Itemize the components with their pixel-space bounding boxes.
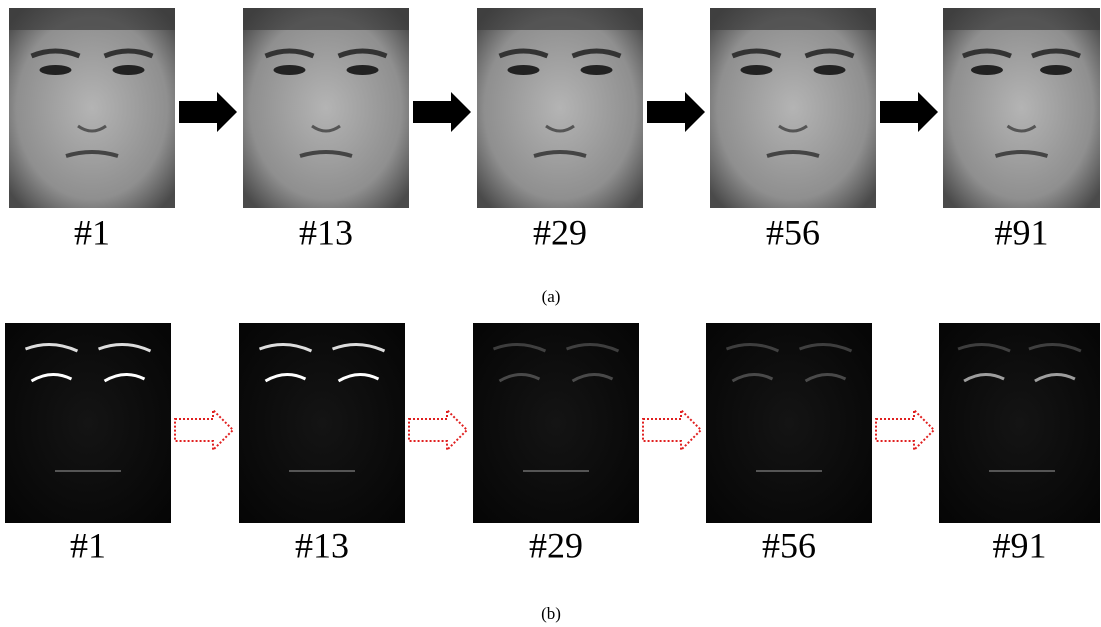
eye <box>971 65 1003 75</box>
hair <box>477 8 643 30</box>
hair <box>243 8 409 30</box>
face-image <box>710 8 876 208</box>
eye <box>507 65 539 75</box>
difference-image <box>939 323 1100 523</box>
frame-label: #56 <box>762 525 816 565</box>
hair <box>943 8 1100 30</box>
frame-label: #13 <box>299 212 353 252</box>
frame-label: #91 <box>995 212 1049 252</box>
frame-label: #1 <box>74 212 110 252</box>
face-image <box>943 8 1100 208</box>
image-bg <box>477 8 643 208</box>
image-bg <box>473 323 639 523</box>
eye <box>581 65 613 75</box>
arrow <box>175 410 233 450</box>
image-bg <box>710 8 876 208</box>
arrow <box>179 92 237 132</box>
difference-image <box>706 323 872 523</box>
arrow <box>647 92 705 132</box>
hair <box>9 8 175 30</box>
eye <box>347 65 379 75</box>
face-image <box>9 8 175 208</box>
arrow <box>413 92 471 132</box>
frame-label: #1 <box>70 525 106 565</box>
eye <box>39 65 71 75</box>
eye <box>113 65 145 75</box>
difference-image <box>5 323 171 523</box>
caption: (b) <box>541 604 561 623</box>
arrow <box>876 410 934 450</box>
arrow <box>409 410 467 450</box>
frame-label: #13 <box>295 525 349 565</box>
arrow <box>880 92 938 132</box>
eye <box>1040 65 1072 75</box>
image-bg <box>243 8 409 208</box>
eye <box>740 65 772 75</box>
image-bg <box>943 8 1100 208</box>
difference-image <box>473 323 639 523</box>
caption: (a) <box>542 287 561 306</box>
eye <box>814 65 846 75</box>
hair <box>710 8 876 30</box>
arrow <box>643 410 701 450</box>
frame-label: #91 <box>993 525 1047 565</box>
image-bg <box>9 8 175 208</box>
image-bg <box>239 323 405 523</box>
image-bg <box>706 323 872 523</box>
frame-label: #29 <box>533 212 587 252</box>
image-bg <box>5 323 171 523</box>
frame-label: #56 <box>766 212 820 252</box>
difference-image <box>239 323 405 523</box>
frame-label: #29 <box>529 525 583 565</box>
face-image <box>243 8 409 208</box>
eye <box>273 65 305 75</box>
image-bg <box>939 323 1100 523</box>
figure: (a) (b) #1 #13 #29 #56 #91 #1 #13 #29 #56 #91 <box>0 0 1101 627</box>
face-image <box>477 8 643 208</box>
